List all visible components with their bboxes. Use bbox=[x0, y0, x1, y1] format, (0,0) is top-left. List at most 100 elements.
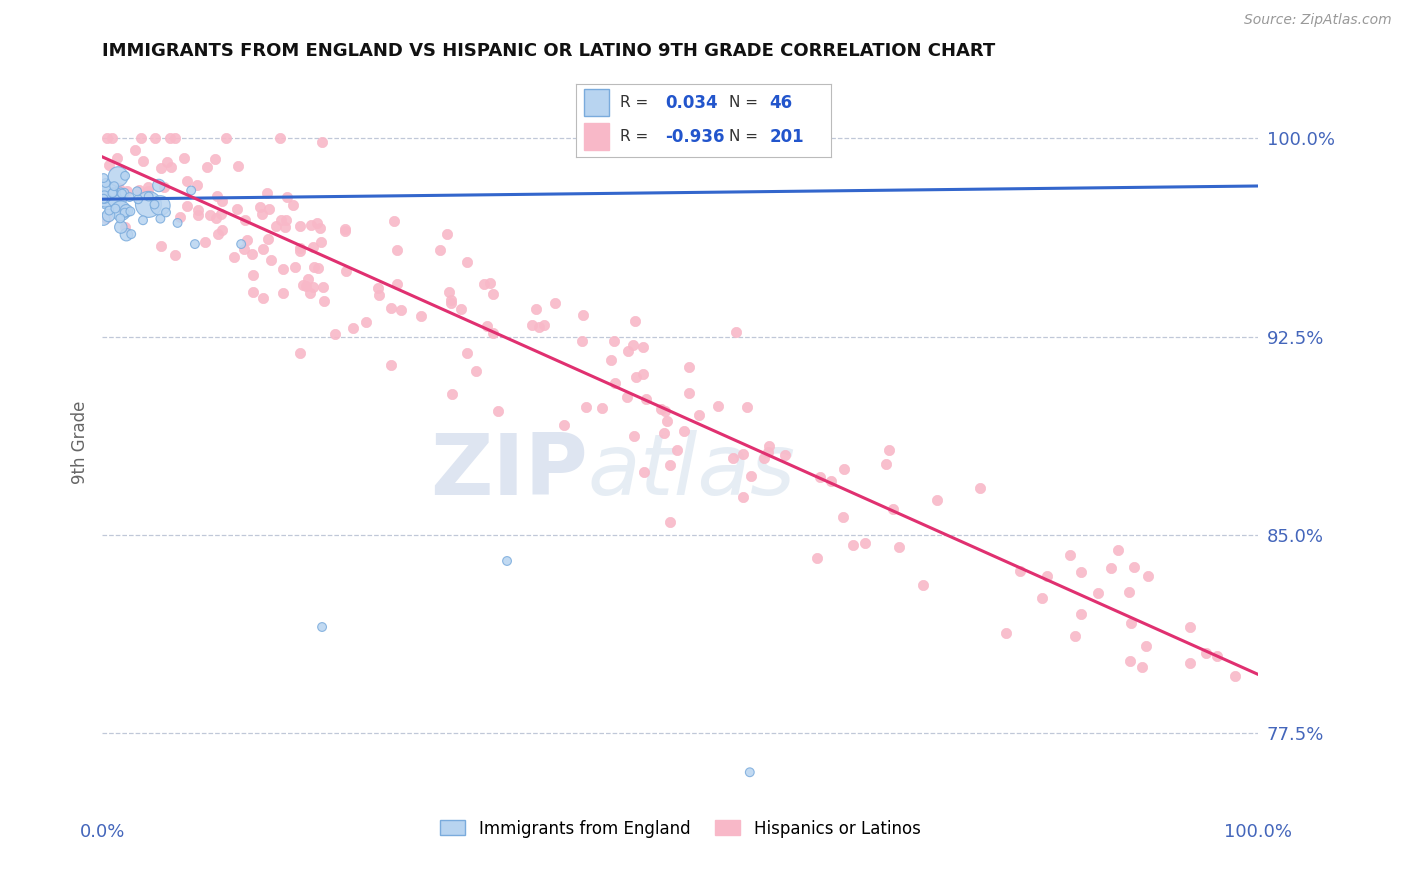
Point bbox=[482, 326, 505, 340]
Point bbox=[284, 260, 307, 275]
Point bbox=[111, 186, 134, 201]
Point bbox=[486, 404, 509, 418]
Point bbox=[96, 131, 118, 145]
Point bbox=[197, 161, 219, 175]
Text: Source: ZipAtlas.com: Source: ZipAtlas.com bbox=[1244, 13, 1392, 28]
Point bbox=[616, 390, 638, 404]
Point bbox=[853, 535, 876, 549]
Point bbox=[283, 198, 305, 212]
Point bbox=[335, 264, 357, 278]
Point bbox=[832, 509, 855, 524]
Point bbox=[409, 309, 432, 323]
Point bbox=[163, 131, 186, 145]
Point bbox=[232, 242, 254, 256]
Point bbox=[115, 203, 138, 218]
Point bbox=[1059, 548, 1081, 562]
Point bbox=[94, 176, 117, 190]
Point bbox=[621, 338, 644, 352]
Point bbox=[658, 458, 681, 472]
Point bbox=[264, 219, 287, 233]
Point bbox=[176, 174, 198, 188]
Point bbox=[1206, 649, 1229, 664]
Point bbox=[288, 244, 311, 258]
Point bbox=[184, 237, 207, 252]
Point bbox=[522, 318, 544, 332]
Point bbox=[103, 179, 125, 194]
Point bbox=[731, 491, 754, 505]
Point bbox=[173, 152, 195, 166]
Point bbox=[887, 540, 910, 554]
Point bbox=[834, 462, 856, 476]
Point bbox=[215, 131, 238, 145]
Point bbox=[553, 418, 575, 433]
Point bbox=[118, 190, 141, 204]
Point bbox=[132, 154, 155, 169]
Point bbox=[186, 178, 208, 193]
Point bbox=[252, 291, 274, 305]
Point bbox=[94, 211, 117, 225]
Point bbox=[385, 244, 408, 258]
Point bbox=[124, 144, 146, 158]
Point bbox=[1070, 565, 1092, 579]
Point bbox=[187, 203, 209, 218]
Point bbox=[481, 286, 503, 301]
Point bbox=[166, 216, 188, 230]
Point bbox=[311, 135, 333, 149]
Point bbox=[387, 277, 409, 291]
Point bbox=[260, 253, 283, 268]
Point bbox=[155, 205, 177, 219]
Point bbox=[474, 277, 496, 291]
Point bbox=[475, 319, 498, 334]
Point bbox=[107, 169, 129, 184]
Point bbox=[911, 578, 934, 592]
Point bbox=[93, 190, 115, 204]
Point bbox=[600, 353, 623, 368]
Point bbox=[756, 445, 779, 459]
Point bbox=[572, 309, 595, 323]
Point bbox=[159, 160, 181, 174]
Point bbox=[1223, 669, 1246, 683]
Point bbox=[737, 400, 759, 414]
Point bbox=[204, 211, 226, 226]
Point bbox=[211, 194, 233, 209]
Point bbox=[758, 440, 780, 454]
Point bbox=[1136, 569, 1159, 583]
Point bbox=[194, 235, 217, 249]
Point bbox=[436, 227, 458, 241]
Point bbox=[138, 197, 160, 211]
Point bbox=[1122, 559, 1144, 574]
Point bbox=[657, 414, 679, 428]
Point bbox=[120, 227, 142, 241]
Point bbox=[707, 399, 730, 413]
Point bbox=[533, 318, 555, 333]
Point bbox=[367, 281, 389, 295]
Point bbox=[242, 268, 264, 282]
Point bbox=[104, 202, 127, 216]
Point bbox=[1107, 542, 1129, 557]
Point bbox=[309, 235, 332, 249]
Point bbox=[98, 189, 121, 203]
Point bbox=[242, 285, 264, 300]
Point bbox=[882, 502, 904, 516]
Point bbox=[271, 261, 294, 276]
Point bbox=[299, 285, 322, 300]
Point bbox=[295, 279, 318, 293]
Point bbox=[380, 301, 402, 315]
Point bbox=[252, 243, 274, 257]
Point bbox=[995, 625, 1018, 640]
Point bbox=[97, 209, 120, 223]
Point bbox=[1008, 564, 1031, 578]
Point bbox=[1070, 607, 1092, 621]
Point bbox=[666, 442, 689, 457]
Point bbox=[159, 131, 181, 145]
Point bbox=[176, 199, 198, 213]
Point bbox=[288, 219, 311, 234]
Point bbox=[738, 765, 761, 780]
Point bbox=[94, 187, 117, 202]
Point bbox=[733, 447, 755, 461]
Point bbox=[222, 251, 245, 265]
Point bbox=[205, 189, 228, 203]
Point bbox=[114, 220, 136, 235]
Point bbox=[633, 465, 655, 479]
Point bbox=[96, 184, 118, 198]
